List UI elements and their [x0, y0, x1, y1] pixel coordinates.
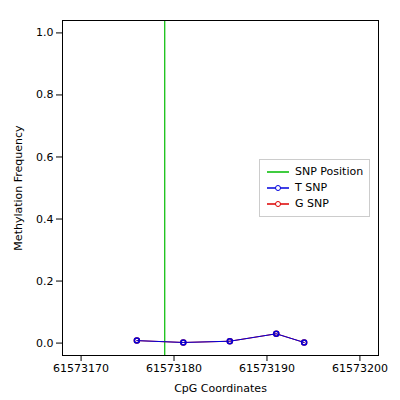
html-text:G SNP: G SNP [295, 196, 329, 210]
svg-text:61573170: 61573170 [53, 362, 109, 375]
html-text:SNP Position: SNP Position [295, 164, 364, 178]
svg-text:0.2: 0.2 [36, 275, 54, 288]
svg-text:1.0: 1.0 [36, 26, 54, 39]
svg-text:61573180: 61573180 [146, 362, 202, 375]
svg-text:0.0: 0.0 [36, 337, 54, 350]
svg-text:0.4: 0.4 [36, 213, 54, 226]
svg-text:61573200: 61573200 [332, 362, 388, 375]
svg-text:CpG Coordinates: CpG Coordinates [174, 382, 267, 395]
svg-text:Methylation Frequency: Methylation Frequency [12, 125, 25, 251]
svg-text:0.6: 0.6 [36, 151, 54, 164]
html-text:T SNP: T SNP [295, 180, 328, 194]
svg-text:61573190: 61573190 [239, 362, 295, 375]
svg-text:0.8: 0.8 [36, 88, 54, 101]
